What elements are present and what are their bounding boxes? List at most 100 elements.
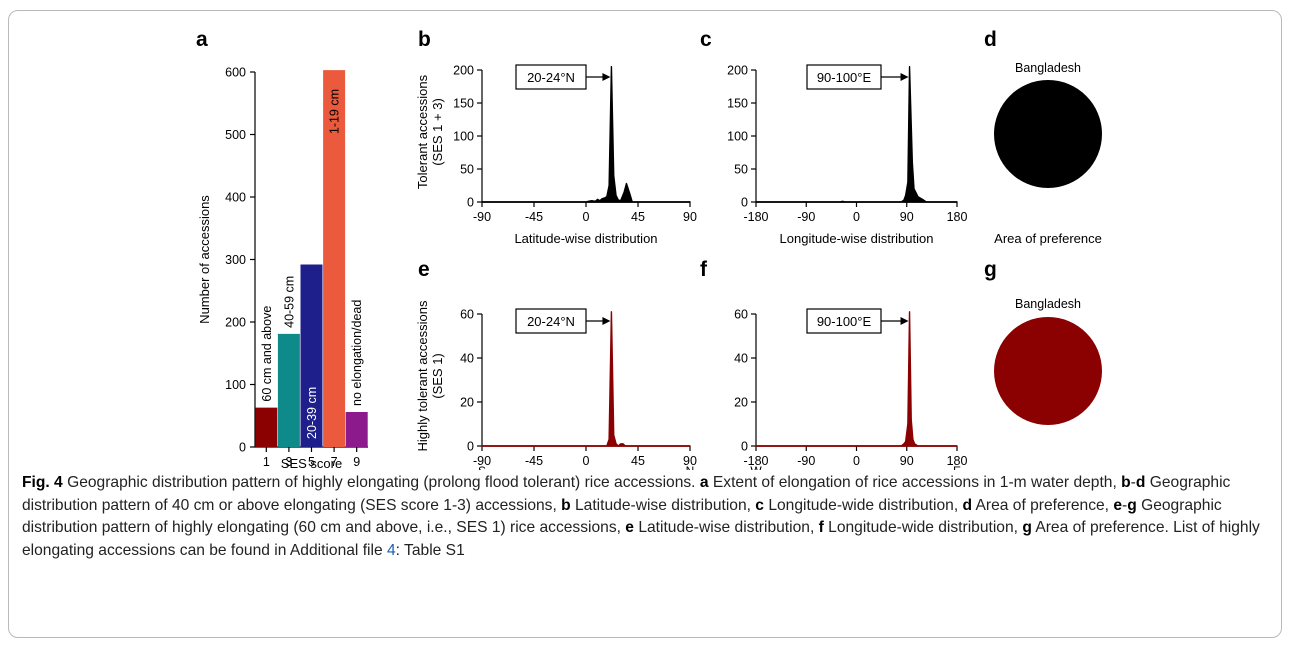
a-y-tick-label: 600 (225, 66, 246, 80)
f-callout-label: 90-100°E (817, 314, 872, 329)
b-y-tick-label: 100 (453, 130, 474, 144)
caption-panel-ref: b (561, 496, 571, 514)
f-y-tick-label: 40 (734, 352, 748, 366)
caption-text: Extent of elongation of rice accessions … (708, 474, 1122, 491)
c-x-tick-label: 180 (947, 210, 968, 224)
a-bar-label: 40-59 cm (282, 276, 296, 328)
panel-letter-c: c (700, 28, 712, 51)
a-x-axis-label: SES score (281, 456, 342, 470)
caption-panel-ref: e (625, 519, 634, 536)
f-x-tick-sublabel: W (750, 464, 762, 470)
caption-text: Latitude-wise distribution, (570, 496, 756, 514)
b-callout-box (515, 64, 587, 90)
b-callout-label: 20-24°N (527, 70, 575, 85)
panel-letter-b: b (418, 28, 431, 51)
caption-panel-ref: e (1113, 496, 1123, 514)
f-callout-box (806, 308, 882, 334)
c-x-tick-label: -180 (743, 210, 768, 224)
b-y-tick-label: 150 (453, 97, 474, 111)
a-bar-label: 1-19 cm (328, 89, 342, 134)
a-y-tick-label: 300 (225, 253, 246, 267)
b-x-tick-label: -90 (473, 210, 491, 224)
c-callout-box (806, 64, 882, 90)
f-x-tick-label: 90 (900, 454, 914, 468)
e-x-tick-label: 90 (683, 454, 697, 468)
c-y-tick-label: 0 (741, 196, 748, 210)
b-x-axis-label: Latitude-wise distribution (514, 231, 657, 246)
a-bar-1 (255, 407, 278, 447)
f-x-tick-label: 180 (947, 454, 968, 468)
additional-file-link[interactable]: 4 (386, 541, 396, 559)
d-pie-title: Bangladesh (1015, 61, 1081, 75)
b-distribution-area (481, 66, 691, 203)
e-callout-label: 20-24°N (527, 314, 575, 329)
e-y-axis-label: Highly tolerant accessions (415, 300, 430, 452)
panel-letter-a: a (196, 28, 208, 51)
caption-panel-ref: d (962, 496, 973, 514)
caption-text: - (1130, 474, 1136, 491)
e-y-tick-label: 20 (460, 396, 474, 410)
e-x-tick-sublabel: S (478, 464, 486, 470)
e-y-axis-label-2: (SES 1) (430, 353, 445, 399)
panel-letter-d: d (984, 28, 997, 51)
c-x-tick-label: -90 (797, 210, 815, 224)
b-y-tick-label: 0 (467, 196, 474, 210)
d-pie-slice-bangladesh (994, 80, 1102, 188)
g-pie-title: Bangladesh (1015, 297, 1081, 311)
e-y-tick-label: 40 (460, 352, 474, 366)
e-y-tick-label: 0 (467, 440, 474, 454)
a-bar-label: no elongation/dead (350, 300, 364, 406)
b-y-axis-label-2: (SES 1 + 3) (430, 98, 445, 166)
a-bar-5 (300, 264, 323, 447)
caption-text: Longitude-wide distribution, (763, 496, 963, 514)
a-bar-label: 60 cm and above (260, 306, 274, 402)
b-x-tick-label: 90 (683, 210, 697, 224)
f-y-tick-label: 60 (734, 308, 748, 322)
a-x-tick-label: 3 (285, 455, 292, 469)
figure-frame (8, 10, 1282, 638)
a-x-tick-label: 1 (263, 455, 270, 469)
a-y-tick-label: 0 (239, 441, 246, 455)
caption-panel-ref: g (1127, 496, 1137, 514)
caption-panel-ref: b (1121, 474, 1131, 491)
f-y-tick-label: 20 (734, 396, 748, 410)
panel-letter-g: g (984, 258, 997, 281)
a-x-tick-label: 9 (353, 455, 360, 469)
b-x-tick-label: 45 (631, 210, 645, 224)
b-y-tick-label: 50 (460, 163, 474, 177)
c-x-axis-label: Longitude-wise distribution (780, 231, 934, 246)
a-bar-9 (345, 412, 368, 447)
b-y-tick-label: 200 (453, 64, 474, 78)
caption-text: Geographic distribution pattern of highl… (62, 474, 700, 491)
a-bar-3 (277, 333, 300, 447)
b-callout-arrowhead (602, 73, 611, 81)
b-x-tick-label: 0 (583, 210, 590, 224)
a-y-tick-label: 400 (225, 191, 246, 205)
c-x-tick-label: 90 (900, 210, 914, 224)
c-y-tick-label: 200 (727, 64, 748, 78)
c-y-tick-label: 50 (734, 163, 748, 177)
e-y-tick-label: 60 (460, 308, 474, 322)
caption-text: Geographic distribution pattern of highl… (22, 496, 1222, 537)
e-x-tick-label: -90 (473, 454, 491, 468)
b-x-tick-label: -45 (525, 210, 543, 224)
caption-text: : Table S1 (395, 541, 465, 559)
e-x-tick-label: -45 (525, 454, 543, 468)
f-x-tick-sublabel: E (953, 464, 961, 470)
f-x-tick-label: -90 (797, 454, 815, 468)
c-callout-arrowhead (900, 73, 909, 81)
a-bar-label: 20-39 cm (305, 387, 319, 439)
a-x-tick-label: 5 (308, 455, 315, 469)
figure-caption: Fig. 4 Geographic distribution pattern o… (22, 472, 1272, 562)
b-y-axis-label: Tolerant accessions (415, 74, 430, 189)
a-x-tick-label: 7 (331, 455, 338, 469)
f-y-tick-label: 0 (741, 440, 748, 454)
caption-panel-ref: f (818, 519, 824, 536)
caption-text: Geographic distribution pattern of 40 cm… (22, 474, 1231, 514)
caption-panel-ref: g (1022, 519, 1032, 536)
caption-text: Area of preference, (972, 496, 1114, 514)
a-y-axis-label: Number of accessions (197, 195, 212, 324)
caption-panel-ref: c (755, 496, 764, 514)
e-callout-arrowhead (602, 317, 611, 325)
